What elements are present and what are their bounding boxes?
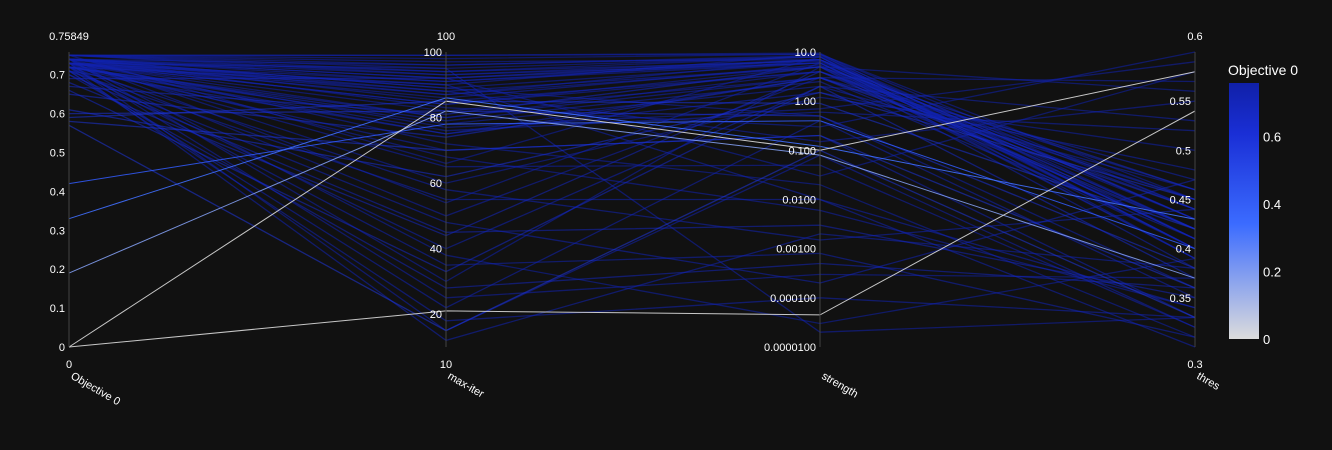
data-line: [68, 120, 1196, 289]
data-line: [68, 66, 1196, 240]
data-line: [68, 110, 1196, 269]
data-line: [68, 71, 1196, 348]
tick-label: 0.3: [50, 225, 65, 237]
tick-label: 0.00100: [776, 244, 816, 256]
axis-title-max-iter: max-iter: [446, 370, 487, 400]
data-line: [68, 62, 1196, 332]
axis-range-min: 0: [66, 359, 72, 371]
tick-label: 80: [430, 113, 442, 125]
tick-label: 0.6: [50, 109, 65, 121]
data-line: [68, 91, 1196, 201]
data-line: [68, 70, 1196, 237]
tick-label: 0.1: [50, 303, 65, 315]
colorbar-gradient: [1229, 83, 1259, 339]
data-line: [68, 70, 1196, 309]
data-line: [68, 62, 1196, 260]
tick-label: 0.35: [1170, 293, 1191, 305]
data-line: [68, 97, 1196, 220]
tick-label: 0.5: [50, 148, 65, 160]
data-line: [68, 124, 1196, 332]
tick-label: 0: [59, 342, 65, 354]
colorbar-tick-label: 0.4: [1263, 197, 1281, 212]
axes: 00.10.20.30.40.50.60.70.758490Objective …: [49, 31, 1222, 408]
tick-label: 0.4: [1176, 244, 1191, 256]
tick-label: 40: [430, 244, 442, 256]
data-line: [68, 66, 1196, 191]
data-line: [68, 58, 1196, 250]
tick-label: 0.000100: [770, 293, 816, 305]
data-line: [68, 77, 1196, 210]
data-line: [68, 66, 1196, 348]
tick-label: 0.5: [1176, 145, 1191, 157]
data-line: [68, 70, 1196, 284]
colorbar-tick-label: 0.6: [1263, 129, 1281, 144]
data-lines: [68, 51, 1196, 348]
data-line: [68, 70, 1196, 322]
tick-label: 20: [430, 309, 442, 321]
tick-label: 0.2: [50, 264, 65, 276]
tick-label: 0.4: [50, 186, 65, 198]
colorbar-ticks: 0 0.2 0.4 0.6: [1263, 129, 1281, 347]
data-line: [68, 66, 1196, 338]
tick-label: 10.0: [795, 47, 816, 59]
data-line: [68, 110, 1196, 348]
data-line: [68, 66, 1196, 132]
data-line: [68, 62, 1196, 328]
data-line: [68, 62, 1196, 217]
data-line: [68, 62, 1196, 333]
axis-range-min: 10: [440, 359, 452, 371]
tick-label: 60: [430, 178, 442, 190]
axis-title-objective-0: Objective 0: [69, 370, 123, 408]
colorbar-tick-label: 0.2: [1263, 264, 1281, 279]
data-line: [68, 62, 1196, 250]
axis-title-thres: thres: [1195, 370, 1223, 393]
axis-range-max: 0.75849: [49, 31, 89, 43]
data-line: [68, 100, 1196, 230]
data-line: [68, 53, 1196, 201]
tick-label: 0.55: [1170, 96, 1191, 108]
tick-label: 0.0000100: [764, 342, 816, 354]
colorbar-title: Objective 0: [1228, 62, 1298, 78]
axis-range-max: 100: [437, 31, 455, 43]
axis-title-strength: strength: [820, 370, 860, 400]
data-line: [68, 110, 1196, 279]
data-line: [68, 62, 1196, 309]
tick-label: 1.00: [795, 96, 816, 108]
tick-label: 100: [424, 47, 442, 59]
axis-range-max: 0.6: [1187, 31, 1202, 43]
axis-range-min: 0.3: [1187, 359, 1202, 371]
colorbar-tick-label: 0: [1263, 332, 1270, 347]
tick-label: 0.7: [50, 70, 65, 82]
data-line: [68, 66, 1196, 342]
colorbar: Objective 0 0 0.2 0.4 0.6: [1228, 62, 1298, 347]
data-line: [68, 58, 1196, 184]
data-line: [68, 58, 1196, 220]
tick-label: 0.100: [788, 145, 816, 157]
tick-label: 0.0100: [782, 195, 816, 207]
tick-label: 0.45: [1170, 195, 1191, 207]
